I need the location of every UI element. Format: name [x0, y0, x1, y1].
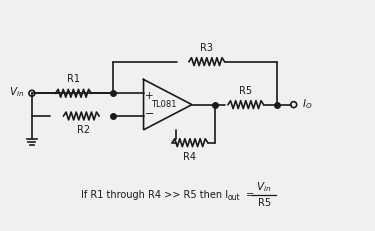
Text: $V_{in}$: $V_{in}$ — [256, 180, 272, 194]
Text: +: + — [145, 91, 154, 101]
Text: $V_{in}$: $V_{in}$ — [9, 85, 24, 99]
Text: R1: R1 — [67, 74, 80, 84]
Text: R4: R4 — [183, 152, 196, 161]
Text: =: = — [243, 190, 255, 200]
Text: R2: R2 — [77, 125, 90, 135]
Text: out: out — [228, 194, 240, 203]
Text: If R1 through R4 >> R5 then I: If R1 through R4 >> R5 then I — [81, 190, 228, 200]
Text: R5: R5 — [239, 86, 252, 96]
Text: −: − — [145, 109, 154, 119]
Text: R5: R5 — [258, 198, 271, 208]
Text: TL081: TL081 — [151, 100, 177, 109]
Text: R3: R3 — [200, 43, 213, 53]
Text: $I_O$: $I_O$ — [302, 97, 312, 111]
